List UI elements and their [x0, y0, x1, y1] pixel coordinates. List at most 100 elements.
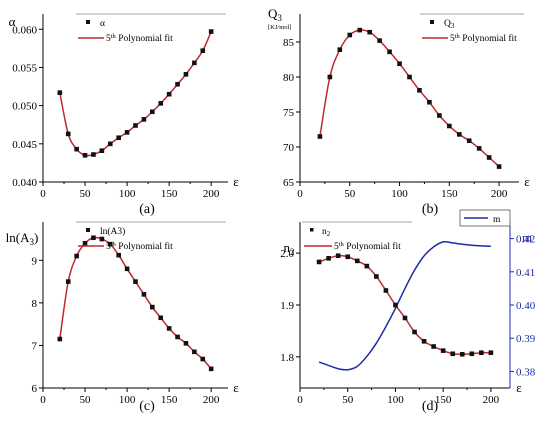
legend-label-fit: 5th Polynomial fit	[334, 241, 401, 252]
data-point	[133, 123, 138, 128]
chart-panel-d: 0 50 100 150 200 1.8 1.9 2.0 0.38 0.39 0.40 0.41 0.4…	[280, 209, 536, 414]
y-right-tick-label: 0.39	[516, 333, 536, 345]
y-axis-label: n2	[284, 240, 295, 257]
y-axis-label: α	[9, 14, 16, 29]
y-tick-label: 80	[283, 72, 295, 84]
x-tick-label: 200	[483, 394, 500, 406]
data-point	[377, 38, 382, 43]
fit-line	[59, 236, 212, 370]
y-axis-label-sub: 3	[277, 13, 282, 23]
y-right-tick-label: 0.38	[516, 366, 536, 378]
chart-panel-a: 0 50 100 150 200 0.040 0.045 0.050 0.055 0.060 ε α (…	[9, 13, 239, 217]
data-point	[479, 350, 484, 356]
data-point	[166, 326, 172, 331]
x-tick-label: 100	[387, 394, 404, 406]
data-point	[367, 29, 372, 35]
legend-marker	[430, 20, 434, 24]
data-point	[141, 117, 147, 122]
data-point	[374, 274, 379, 279]
data-point	[82, 240, 88, 246]
y-axis-label-part: )	[34, 230, 38, 245]
data-point	[421, 339, 427, 344]
data-point	[387, 49, 392, 55]
legend-label-fit-rest: Polynomial fit	[116, 241, 173, 252]
data-point	[431, 344, 436, 349]
data-point	[133, 279, 138, 284]
panel-label: (d)	[422, 399, 439, 414]
data-point	[335, 253, 341, 259]
y-tick-label: 2.0	[280, 248, 294, 260]
legend-label-fit-num: 5	[334, 242, 339, 252]
y-tick-label: 9	[32, 255, 38, 267]
y-axis-label-part: 3	[30, 237, 35, 247]
x-tick-label: 100	[119, 394, 136, 406]
y-tick-label: 1.8	[280, 352, 294, 364]
data-point	[427, 99, 432, 105]
y-axis-label-sub: 2	[290, 247, 295, 257]
fit-line	[318, 254, 491, 356]
data-point	[440, 348, 446, 353]
y-tick-label: 85	[283, 37, 295, 49]
y-tick-label: 75	[283, 107, 295, 119]
legend-label-n2: n2	[322, 227, 331, 238]
data-point	[57, 336, 63, 342]
y-axis-label-part: ln(A	[6, 230, 30, 245]
data-point	[65, 279, 71, 284]
legend: Q3 5th Polynomial fit	[420, 13, 524, 44]
data-point	[447, 123, 452, 129]
x-tick-label: 50	[80, 394, 92, 406]
legend-label-data: α	[100, 19, 105, 29]
data-point	[192, 60, 197, 66]
data-point	[107, 241, 113, 247]
data-point	[124, 130, 130, 135]
y-tick-label: 0.050	[12, 101, 37, 113]
x-tick-label: 50	[80, 188, 92, 200]
legend-label-fit: 5th Polynomial fit	[106, 33, 173, 44]
legend-label-fit-sup: th	[455, 33, 461, 40]
y-right-tick-label: 0.41	[516, 267, 535, 279]
panel-label: (c)	[139, 399, 155, 414]
x-tick-label: 150	[161, 394, 178, 406]
x-tick-label: 200	[203, 188, 220, 200]
data-point	[82, 152, 88, 158]
data-point	[486, 155, 492, 160]
data-point	[200, 356, 206, 362]
x-axis-label: ε	[233, 380, 239, 395]
data-point	[326, 256, 331, 261]
data-point	[397, 61, 402, 66]
data-point	[317, 134, 323, 139]
legend-label-data: ln(A3)	[100, 226, 125, 237]
data-point	[364, 263, 370, 269]
legend-marker	[86, 20, 90, 24]
legend-label-fit-rest: Polynomial fit	[460, 33, 517, 44]
y-axis-label: Q3	[268, 6, 282, 23]
x-axis-label: ε	[516, 380, 522, 395]
data-point	[65, 131, 71, 137]
data-point	[166, 91, 172, 97]
data-point	[124, 266, 130, 272]
data-point	[150, 109, 155, 115]
data-point	[345, 254, 351, 260]
y-tick-label: 0.055	[12, 62, 37, 74]
y-axis-right-label: m	[522, 230, 532, 245]
x-tick-label: 0	[40, 394, 46, 406]
panel-label: (a)	[139, 202, 155, 217]
legend-marker	[86, 228, 90, 232]
x-tick-label: 100	[391, 188, 408, 200]
data-point	[208, 366, 214, 372]
data-point	[107, 141, 113, 147]
data-point	[91, 235, 96, 241]
data-point	[200, 48, 206, 53]
data-point	[407, 74, 412, 80]
data-point	[354, 258, 360, 264]
series-line-m	[318, 240, 491, 371]
data-point	[402, 315, 408, 321]
y-tick-label: 0.045	[12, 139, 37, 151]
y-tick-label: 6	[32, 383, 38, 395]
data-point	[150, 304, 155, 310]
x-tick-label: 100	[119, 188, 136, 200]
panel-label: (b)	[422, 202, 439, 217]
y-axis-label: ln(A3)	[6, 230, 39, 247]
legend-label-main: Q	[444, 19, 451, 29]
